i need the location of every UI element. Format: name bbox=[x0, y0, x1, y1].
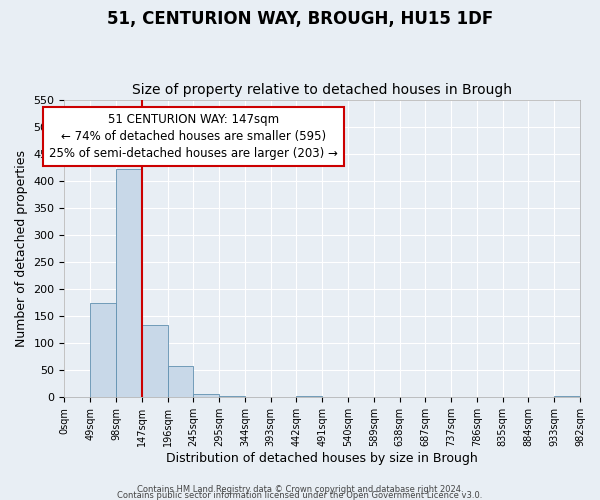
Bar bbox=[116, 169, 142, 398]
Bar bbox=[193, 394, 219, 398]
Y-axis label: Number of detached properties: Number of detached properties bbox=[15, 150, 28, 347]
Bar bbox=[142, 326, 167, 398]
Bar bbox=[90, 302, 116, 398]
Title: Size of property relative to detached houses in Brough: Size of property relative to detached ho… bbox=[132, 83, 512, 97]
Bar bbox=[554, 396, 580, 398]
Text: Contains public sector information licensed under the Open Government Licence v3: Contains public sector information licen… bbox=[118, 490, 482, 500]
Text: Contains HM Land Registry data © Crown copyright and database right 2024.: Contains HM Land Registry data © Crown c… bbox=[137, 484, 463, 494]
Text: 51 CENTURION WAY: 147sqm
← 74% of detached houses are smaller (595)
25% of semi-: 51 CENTURION WAY: 147sqm ← 74% of detach… bbox=[49, 113, 338, 160]
Bar bbox=[167, 366, 193, 398]
Bar bbox=[219, 396, 245, 398]
Text: 51, CENTURION WAY, BROUGH, HU15 1DF: 51, CENTURION WAY, BROUGH, HU15 1DF bbox=[107, 10, 493, 28]
X-axis label: Distribution of detached houses by size in Brough: Distribution of detached houses by size … bbox=[166, 452, 478, 465]
Bar bbox=[296, 396, 322, 398]
